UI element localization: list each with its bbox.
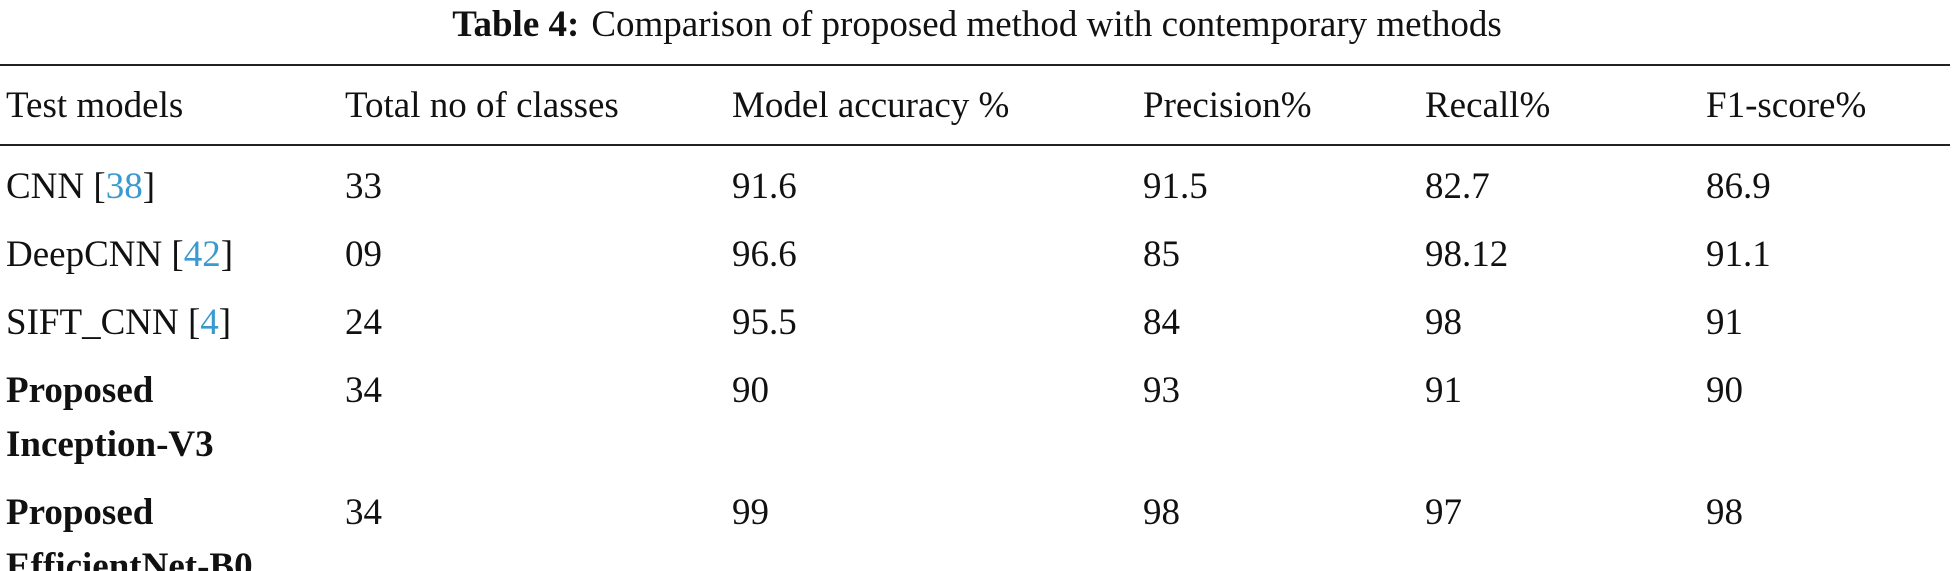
column-header: F1-score% (1706, 84, 1867, 126)
value-cell: 91 (1425, 370, 1462, 411)
caption-text: Comparison of proposed method with conte… (591, 4, 1502, 45)
value-cell: 98.12 (1425, 234, 1509, 275)
value-cell: 82.7 (1425, 166, 1490, 207)
value-cell: 91.5 (1143, 166, 1208, 207)
value-cell: 91 (1706, 302, 1743, 343)
value-cell: 33 (345, 166, 382, 207)
value-cell: 96.6 (732, 234, 797, 275)
model-name: DeepCNN [ (6, 234, 184, 275)
model-cell: SIFT_CNN [4] (0, 282, 339, 350)
bracket: ] (142, 166, 156, 207)
model-name-line: Inception-V3 (6, 424, 214, 465)
value-cell: 93 (1143, 370, 1180, 411)
value-cell: 84 (1143, 302, 1180, 343)
table-caption: Table 4: Comparison of proposed method wi… (0, 3, 1954, 47)
value-cell: 85 (1143, 234, 1180, 275)
value-cell: 34 (345, 370, 382, 411)
value-cell: 09 (345, 234, 382, 275)
citation-link[interactable]: 4 (200, 302, 219, 343)
caption-label: Table 4: (452, 4, 580, 45)
value-cell: 90 (732, 370, 769, 411)
value-cell: 97 (1425, 492, 1462, 533)
model-name-line: EfficientNet-B0 (6, 546, 253, 571)
model-name-line: Proposed (6, 370, 154, 411)
model-cell: DeepCNN [42] (0, 214, 339, 282)
bracket: ] (218, 302, 232, 343)
citation-link[interactable]: 42 (183, 234, 221, 275)
model-cell: CNN [38] (0, 145, 339, 214)
comparison-table: Test models Total no of classes Model accu… (0, 64, 1950, 571)
model-name: CNN [ (6, 166, 106, 207)
table-row: DeepCNN [42] 09 96.6 85 98.12 91.1 (0, 214, 1950, 282)
model-cell: Proposed EfficientNet-B0 (0, 472, 339, 571)
value-cell: 91.6 (732, 166, 797, 207)
value-cell: 98 (1425, 302, 1462, 343)
value-cell: 91.1 (1706, 234, 1771, 275)
model-name: SIFT_CNN [ (6, 302, 201, 343)
table-row: Proposed EfficientNet-B0 34 99 98 97 98 (0, 472, 1950, 571)
value-cell: 86.9 (1706, 166, 1771, 207)
value-cell: 98 (1706, 492, 1743, 533)
table-row: Proposed Inception-V3 34 90 93 91 90 (0, 350, 1950, 472)
column-header: Precision% (1143, 84, 1312, 126)
value-cell: 98 (1143, 492, 1180, 533)
value-cell: 95.5 (732, 302, 797, 343)
table-row: SIFT_CNN [4] 24 95.5 84 98 91 (0, 282, 1950, 350)
model-name-line: Proposed (6, 492, 154, 533)
value-cell: 34 (345, 492, 382, 533)
value-cell: 24 (345, 302, 382, 343)
header-row: Test models Total no of classes Model accu… (0, 65, 1950, 145)
model-cell: Proposed Inception-V3 (0, 350, 339, 472)
column-header: Test models (6, 84, 184, 126)
citation-link[interactable]: 38 (105, 166, 143, 207)
table-body: CNN [38] 33 91.6 91.5 82.7 86.9 DeepCNN [42] 09… (0, 145, 1950, 571)
value-cell: 90 (1706, 370, 1743, 411)
bracket: ] (220, 234, 234, 275)
column-header: Recall% (1425, 84, 1551, 126)
table-row: CNN [38] 33 91.6 91.5 82.7 86.9 (0, 145, 1950, 214)
column-header: Model accuracy % (732, 84, 1010, 126)
column-header: Total no of classes (345, 84, 619, 126)
value-cell: 99 (732, 492, 769, 533)
